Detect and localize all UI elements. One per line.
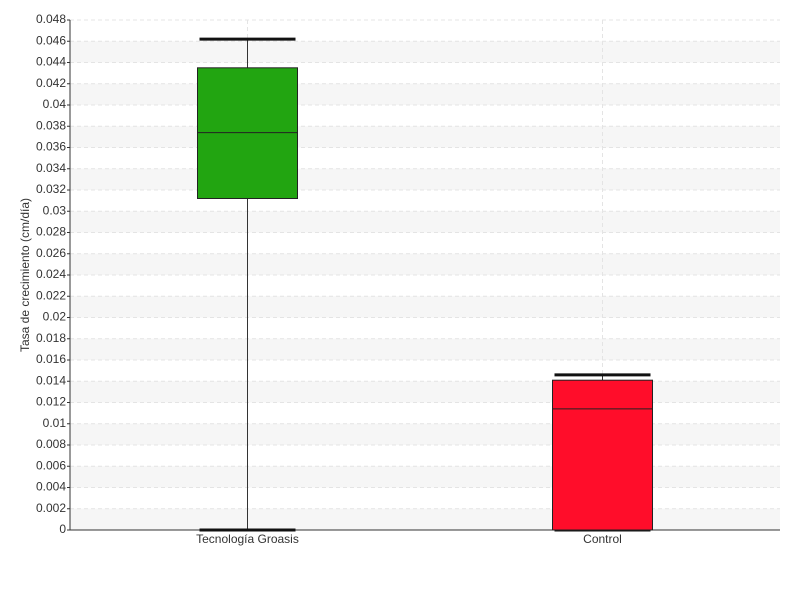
y-tick-label: 0.044 (36, 55, 66, 69)
x-tick-label: Tecnología Groasis (196, 532, 299, 546)
grid-band (70, 423, 780, 445)
y-tick-label: 0.034 (36, 161, 66, 175)
y-tick-label: 0.012 (36, 395, 66, 409)
y-tick-label: 0.004 (36, 480, 66, 494)
grid-band (70, 211, 780, 233)
y-tick-label: 0.02 (43, 310, 67, 324)
y-tick-label: 0.002 (36, 501, 66, 515)
y-tick-label: 0.032 (36, 182, 66, 196)
y-tick-label: 0.042 (36, 76, 66, 90)
y-tick-label: 0.03 (43, 203, 67, 217)
y-tick-label: 0.024 (36, 267, 66, 281)
y-tick-label: 0 (59, 522, 66, 536)
y-tick-label: 0.026 (36, 246, 66, 260)
y-tick-label: 0.028 (36, 225, 66, 239)
x-tick-label: Control (583, 532, 622, 546)
grid-band (70, 296, 780, 318)
y-tick-label: 0.048 (36, 12, 66, 26)
grid-band (70, 338, 780, 360)
box (552, 379, 653, 531)
grid-band (70, 381, 780, 403)
y-tick-label: 0.036 (36, 140, 66, 154)
y-tick-label: 0.006 (36, 458, 66, 472)
y-tick-label: 0.014 (36, 373, 66, 387)
y-tick-label: 0.038 (36, 118, 66, 132)
y-tick-label: 0.01 (43, 416, 67, 430)
y-tick-label: 0.018 (36, 331, 66, 345)
grid-band (70, 126, 780, 148)
y-tick-label: 0.008 (36, 437, 66, 451)
box (197, 67, 298, 199)
y-tick-label: 0.046 (36, 33, 66, 47)
y-tick-label: 0.022 (36, 288, 66, 302)
grid-band (70, 253, 780, 275)
y-axis-label: Tasa de crecimiento (cm/día) (18, 198, 32, 352)
y-tick-label: 0.04 (43, 97, 67, 111)
grid-band (70, 508, 780, 530)
grid-band (70, 83, 780, 105)
grid-band (70, 41, 780, 63)
y-tick-label: 0.016 (36, 352, 66, 366)
grid-band (70, 168, 780, 190)
grid-band (70, 466, 780, 488)
